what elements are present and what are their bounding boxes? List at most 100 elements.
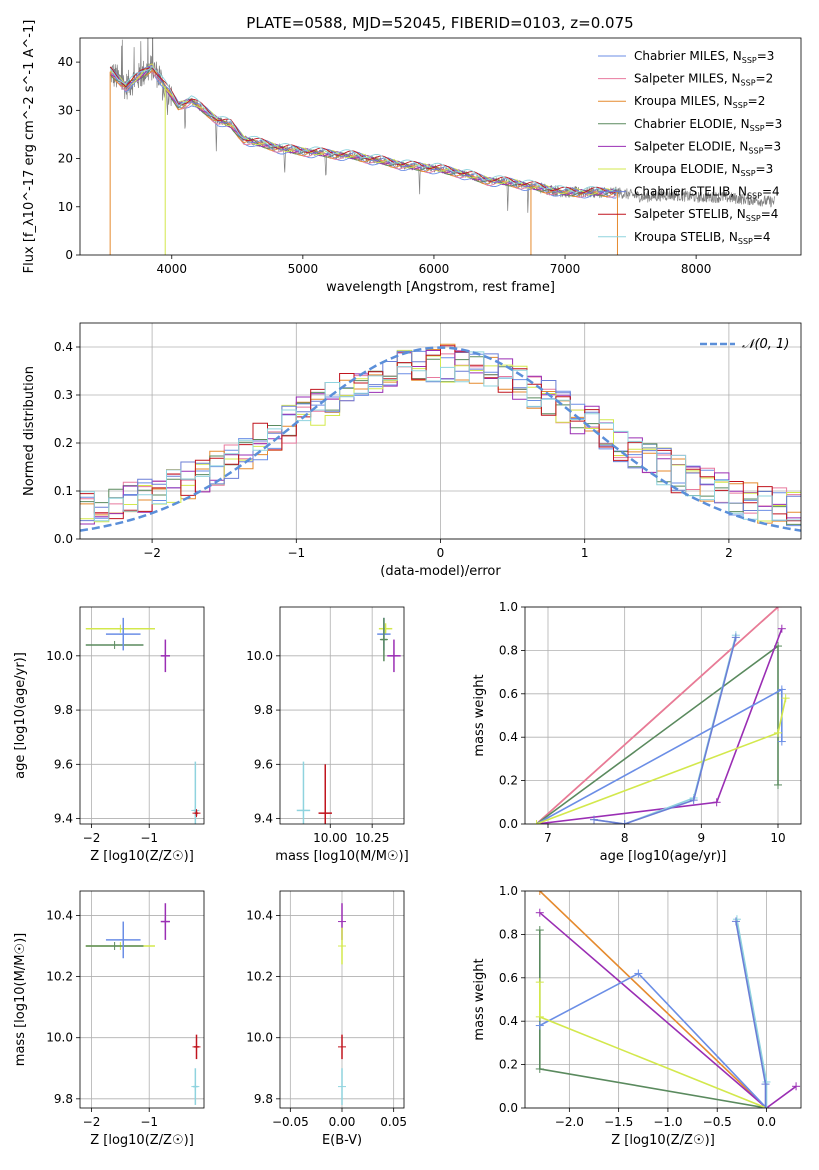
legend-sub: SSP: [741, 169, 756, 178]
point-salpeter-elodie: [160, 639, 170, 673]
legend-eq: =4: [753, 230, 771, 244]
y-tick-label: 0.6: [499, 971, 518, 985]
x-tick-label: 0.0: [757, 1115, 776, 1129]
series-chabrier-elodie: [532, 642, 782, 824]
y-tick-label: 9.4: [54, 812, 73, 826]
axes-mass_vs_Z: −2 −1 9.8 10.0 10.2 10.4 Z [log10(Z/Z☉)] mass […: [13, 890, 205, 1148]
x-tick-label: 8: [621, 831, 629, 845]
legend-eq: =3: [763, 139, 781, 153]
y-tick-label: 10.0: [246, 1031, 273, 1045]
point-kroupa-stelib: [296, 761, 311, 824]
y-tick-label: 0.4: [499, 730, 518, 744]
legend-label: Kroupa STELIB, NSSP=4: [634, 230, 771, 246]
legend-label: Chabrier ELODIE, NSSP=3: [634, 117, 782, 133]
series-line: [536, 688, 783, 824]
y-tick-label: 9.6: [54, 757, 73, 771]
y-tick-label: 10.2: [246, 970, 273, 984]
x-axis-label: E(B-V): [322, 1133, 362, 1148]
x-tick-label: 4000: [156, 262, 187, 276]
x-axis-label: age [log10(age/yr)]: [600, 849, 727, 864]
hist-kroupa-stelib: [80, 351, 801, 522]
y-tick-label: 0.3: [54, 388, 73, 402]
series-chabrier-stelib: [590, 633, 740, 824]
series-chabrier-elodie: [535, 926, 771, 1108]
series-line: [593, 637, 737, 824]
x-tick-label: 10.25: [355, 831, 389, 845]
y-axis-label: mass weight: [472, 958, 487, 1040]
x-tick-label: 7000: [550, 262, 581, 276]
plot-area: [85, 617, 201, 824]
x-tick-label: −2.0: [555, 1115, 584, 1129]
legend-eq: =2: [748, 94, 766, 108]
plot-area: [85, 903, 201, 1105]
series-kroupa-elodie: [532, 694, 790, 824]
y-axis-label: Normed distribution: [22, 366, 37, 496]
x-tick-label: −2: [83, 1115, 101, 1129]
axes-frame: [279, 890, 405, 1109]
x-axis-label: (data-model)/error: [380, 564, 501, 579]
x-tick-label: 7: [544, 831, 552, 845]
point-kroupa-stelib: [191, 1068, 200, 1105]
hist-salpeter-stelib: [80, 345, 801, 522]
point-kroupa-stelib: [338, 1068, 346, 1105]
model-chabrier-stelib: [109, 65, 617, 195]
x-axis-label: Z [log10(Z/Z☉)]: [611, 1133, 715, 1148]
y-tick-label: 9.8: [54, 1092, 73, 1106]
x-tick-label: 0.05: [380, 1115, 407, 1129]
axes-frame: [524, 606, 802, 825]
legend-eq: =3: [756, 162, 774, 176]
plot-area: [109, 38, 776, 255]
point-salpeter-stelib: [338, 1034, 346, 1060]
x-tick-label: −1: [287, 546, 305, 560]
axes-frame: [79, 322, 802, 540]
y-tick-label: 0.4: [54, 340, 73, 354]
model-kroupa-miles: [109, 69, 617, 198]
y-tick-label: 1.0: [499, 600, 518, 614]
model-kroupa-elodie: [110, 63, 617, 195]
point-salpeter-elodie: [387, 639, 401, 673]
point-salpeter-stelib: [192, 1034, 201, 1060]
legend-eq: =4: [762, 185, 780, 199]
y-tick-label: 0.2: [499, 774, 518, 788]
point-kroupa-elodie: [338, 927, 346, 965]
point-chabrier-elodie: [85, 640, 144, 649]
y-tick-label: 0.1: [54, 484, 73, 498]
x-tick-label: 0.00: [329, 1115, 356, 1129]
figure-title: PLATE=0588, MJD=52045, FIBERID=0103, z=0…: [246, 14, 633, 32]
x-tick-label: 10: [770, 831, 785, 845]
axes-frame: [79, 890, 205, 1109]
x-tick-label: −0.05: [272, 1115, 309, 1129]
point-kroupa-elodie: [378, 623, 393, 635]
y-tick-label: 0.0: [499, 1101, 518, 1115]
x-tick-label: 1: [581, 546, 589, 560]
legend-label: 𝒩(0, 1): [742, 337, 789, 352]
x-axis-label: mass [log10(M/M☉)]: [275, 849, 408, 864]
axes-mass_vs_ebv: −0.05 0.00 0.05 9.8 10.0 10.2 10.4 E(B-V): [246, 890, 407, 1148]
point-salpeter-stelib: [192, 809, 201, 818]
legend-eq: =3: [765, 117, 783, 131]
x-axis-label: wavelength [Angstrom, rest frame]: [326, 280, 555, 295]
x-tick-label: 0: [437, 546, 445, 560]
y-tick-label: 40: [58, 55, 73, 69]
point-salpeter-elodie: [160, 903, 170, 940]
point-chabrier-miles: [105, 921, 141, 959]
series-kroupa-miles: [535, 891, 771, 1108]
y-tick-label: 10: [58, 200, 73, 214]
x-tick-label: −2: [143, 546, 161, 560]
point-kroupa-elodie: [85, 624, 155, 633]
y-axis-label: mass [log10(M/M☉)]: [13, 933, 28, 1066]
x-tick-label: 8000: [681, 262, 712, 276]
model-salpeter-miles: [109, 71, 617, 198]
legend-eq: =3: [757, 49, 775, 63]
x-tick-label: −1.5: [604, 1115, 633, 1129]
legend-sub: SSP: [750, 124, 765, 133]
series-line: [536, 628, 783, 824]
hist-kroupa-elodie: [80, 349, 801, 523]
plot-area: [535, 891, 801, 1108]
legend-label: Salpeter ELODIE, NSSP=3: [634, 139, 781, 155]
y-tick-label: 1.0: [499, 884, 518, 898]
y-tick-label: 10.0: [46, 1031, 73, 1045]
legend: Chabrier MILES, NSSP=3 Salpeter MILES, NS…: [598, 49, 782, 246]
y-tick-label: 10.4: [46, 908, 73, 922]
